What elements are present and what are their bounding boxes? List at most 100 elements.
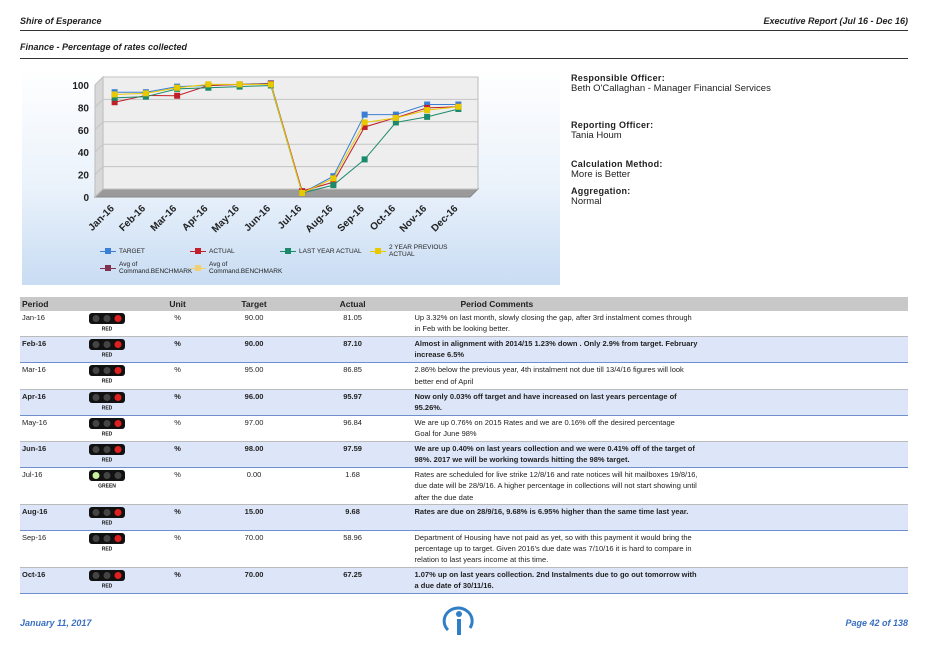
legend-swatch <box>370 248 386 254</box>
data-table: Period Unit Target Actual Period Comments Jan… <box>20 297 908 594</box>
logo <box>442 606 474 635</box>
status-cell: RED <box>74 566 140 594</box>
status-cell: GREEN <box>74 467 140 505</box>
target: 70.00 <box>215 566 293 594</box>
status-cell: RED <box>74 362 140 390</box>
target: 90.00 <box>215 311 293 338</box>
light <box>103 472 111 480</box>
series-point <box>174 84 181 91</box>
y-tick-label: 80 <box>78 103 90 114</box>
header-row: Period Unit Target Actual Period Comments <box>20 297 908 311</box>
table-row: Oct-16 RED% 70.00 67.25 1.07% up on last yea… <box>20 566 908 594</box>
comment: Up 3.32% on last month, slowly closing t… <box>414 313 692 334</box>
logo-dot <box>456 611 462 617</box>
detail-value: Normal <box>571 196 602 207</box>
target: 97.00 <box>215 415 293 443</box>
series-point <box>111 94 118 101</box>
light <box>92 472 100 480</box>
comment: Almost in alignment with 2014/15 1.23% d… <box>414 339 698 360</box>
light <box>114 571 122 579</box>
series-point <box>361 119 368 126</box>
comment-cell: Rates are scheduled for live strike 12/8… <box>412 467 908 505</box>
x-tick-label: Jan-16 <box>87 203 117 233</box>
x-tick-label: Dec-16 <box>430 203 461 234</box>
comment-cell: Department of Housing have not paid as y… <box>412 530 908 568</box>
floor <box>93 188 480 198</box>
traffic-light: RED <box>89 313 125 333</box>
light <box>103 419 111 427</box>
series-point <box>392 114 399 121</box>
period: Feb-16 <box>20 336 75 364</box>
light <box>114 341 122 349</box>
actual: 81.05 <box>292 311 413 338</box>
light <box>114 315 122 322</box>
series-point <box>111 91 118 98</box>
actual: 1.68 <box>292 467 413 505</box>
comment-cell: We are up 0.40% on last years collection… <box>412 441 908 469</box>
grid-line <box>94 98 478 108</box>
section-title: Finance - Percentage of rates collected <box>20 42 188 52</box>
detail-label: Responsible Officer: <box>571 73 666 83</box>
unit: % <box>139 566 216 594</box>
light <box>92 571 100 579</box>
table-row: Feb-16 RED% 90.00 87.10 Almost in alignment … <box>20 336 908 364</box>
legend-marker <box>105 248 111 254</box>
actual: 86.85 <box>292 362 413 390</box>
x-tick-label: Jul-16 <box>276 203 305 232</box>
series-point <box>267 81 274 88</box>
series-point <box>205 81 212 88</box>
series-point <box>392 111 399 118</box>
legend-label: Avg of Command.BENCHMARK <box>209 261 283 275</box>
legend-item: LAST YEAR ACTUAL <box>280 244 370 258</box>
x-tick-label: Mar-16 <box>149 203 180 234</box>
column-header <box>74 297 140 311</box>
series-point <box>142 90 149 97</box>
unit: % <box>139 503 216 532</box>
x-tick-label: Sep-16 <box>336 203 367 234</box>
status-label: RED <box>102 431 113 437</box>
series-point <box>330 175 337 182</box>
series-point <box>424 113 431 120</box>
detail-label: Reporting Officer: <box>571 120 654 130</box>
x-tick-label: Aug-16 <box>304 203 336 235</box>
legend-label: Avg of Command.BENCHMARK <box>119 261 193 275</box>
column-header: Period <box>20 297 75 311</box>
legend-label: ACTUAL <box>209 247 235 255</box>
light <box>92 367 100 375</box>
legend-swatch <box>280 248 296 254</box>
series-point <box>361 111 368 118</box>
column-header: Period Comments <box>412 297 908 311</box>
traffic-light: RED <box>89 365 125 385</box>
traffic-light: RED <box>89 444 125 464</box>
chart-panel: 0 20 40 60 80 100 Jan-16 Feb-16 Mar-16 Apr-16 May-… <box>22 68 560 285</box>
series-point <box>111 99 118 106</box>
light <box>103 367 111 375</box>
actual: 58.96 <box>292 530 413 568</box>
series-point <box>361 156 368 163</box>
column-header: Unit <box>139 297 216 311</box>
comment-cell: Up 3.32% on last month, slowly closing t… <box>412 311 908 338</box>
legend-swatch <box>190 248 206 254</box>
light <box>103 571 111 579</box>
grid-line <box>94 121 478 131</box>
target: 98.00 <box>215 441 293 469</box>
unit: % <box>139 311 216 338</box>
light <box>103 508 111 516</box>
comment: 2.86% below the previous year, 4th insta… <box>414 365 684 386</box>
series-point <box>424 107 431 114</box>
status-label: RED <box>102 327 113 333</box>
unit: % <box>139 441 216 469</box>
comment-cell: Now only 0.03% off target and have incre… <box>412 388 908 416</box>
series-point <box>205 84 212 91</box>
period: Aug-16 <box>20 503 75 532</box>
target: 70.00 <box>215 530 293 568</box>
status-cell: RED <box>74 503 140 532</box>
series-line <box>114 83 459 194</box>
actual: 97.59 <box>292 441 413 469</box>
light <box>92 508 100 516</box>
y-tick-label: 20 <box>78 171 90 182</box>
status-label: RED <box>102 520 113 526</box>
traffic-light: RED <box>89 391 125 411</box>
traffic-light: GREEN <box>89 470 125 490</box>
